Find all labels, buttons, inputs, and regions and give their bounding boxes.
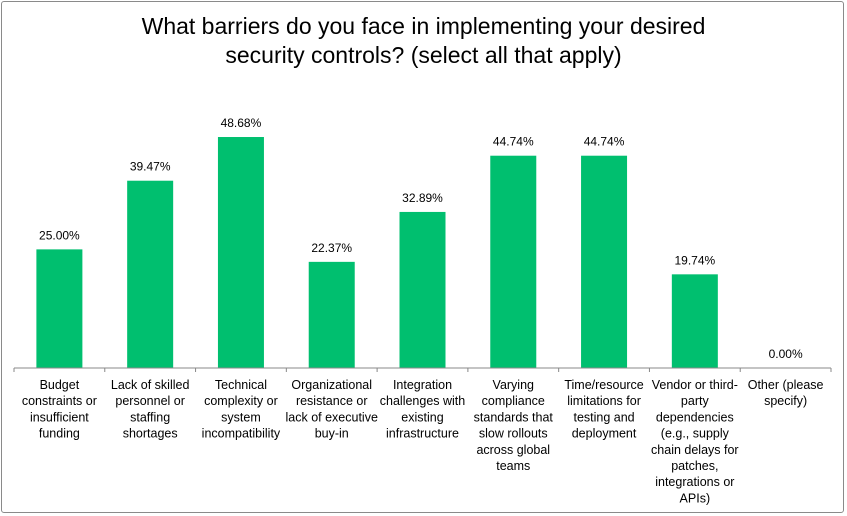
x-tick-label: dependencies [656,410,734,424]
bar [36,249,83,368]
x-tick-label: system [221,410,261,424]
x-tick-label: resistance or [296,394,368,408]
x-tick-label: buy-in [315,427,349,441]
x-tick-label: teams [496,459,530,473]
x-tick-label: deployment [572,427,637,441]
x-tick-label: chain delays for [651,443,739,457]
data-label: 48.68% [221,116,262,130]
bar [581,155,628,368]
data-label: 44.74% [493,135,534,149]
x-tick-label: lack of executive [286,410,378,424]
x-tick-label: Vendor or third- [652,378,738,392]
x-tick-label: Lack of skilled [111,378,190,392]
x-tick-label: challenges with [380,394,466,408]
x-tick-label: (e.g., supply [661,427,730,441]
x-tick-label: testing and [573,410,634,424]
x-tick-label: party [681,394,710,408]
x-tick-label: Budget [40,378,80,392]
x-tick-label: limitations for [567,394,641,408]
x-tick-label: constraints or [22,394,97,408]
bar [490,155,537,368]
data-label: 44.74% [584,135,625,149]
x-tick-label: incompatibility [202,427,281,441]
data-label: 25.00% [39,228,80,242]
chart-title-line-1: What barriers do you face in implementin… [141,13,706,39]
data-label: 22.37% [311,241,352,255]
x-tick-label: compliance [482,394,545,408]
x-tick-label: funding [39,427,80,441]
x-tick-label: Varying [493,378,535,392]
bar [308,261,355,368]
x-tick-label: insufficient [30,410,89,424]
x-tick-label: standards that [474,410,554,424]
x-tick-label: Time/resource [564,378,643,392]
bar [217,137,264,368]
x-tick-label: Technical [215,378,267,392]
bar [671,274,718,368]
bar [399,211,446,368]
x-tick-label: existing [401,410,443,424]
x-tick-label: complexity or [204,394,278,408]
x-tick-label: staffing [130,410,170,424]
x-tick-label: slow rollouts [479,427,548,441]
x-tick-label: shortages [123,427,178,441]
x-tick-label: patches, [671,459,718,473]
chart-title-line-2: security controls? (select all that appl… [225,42,622,68]
data-label: 39.47% [130,160,171,174]
data-label: 19.74% [674,253,715,267]
bar [127,180,174,368]
x-tick-label: Other (please [748,378,824,392]
x-tick-label: specify) [764,394,807,408]
data-label: 32.89% [402,191,443,205]
x-tick-label: personnel or [115,394,185,408]
data-label: 0.00% [769,347,803,361]
x-tick-label: APIs) [680,491,711,505]
x-tick-label: across global [476,443,550,457]
x-tick-label: Integration [393,378,452,392]
x-tick-label: integrations or [655,475,734,489]
x-tick-label: infrastructure [386,427,459,441]
x-tick-label: Organizational [291,378,372,392]
